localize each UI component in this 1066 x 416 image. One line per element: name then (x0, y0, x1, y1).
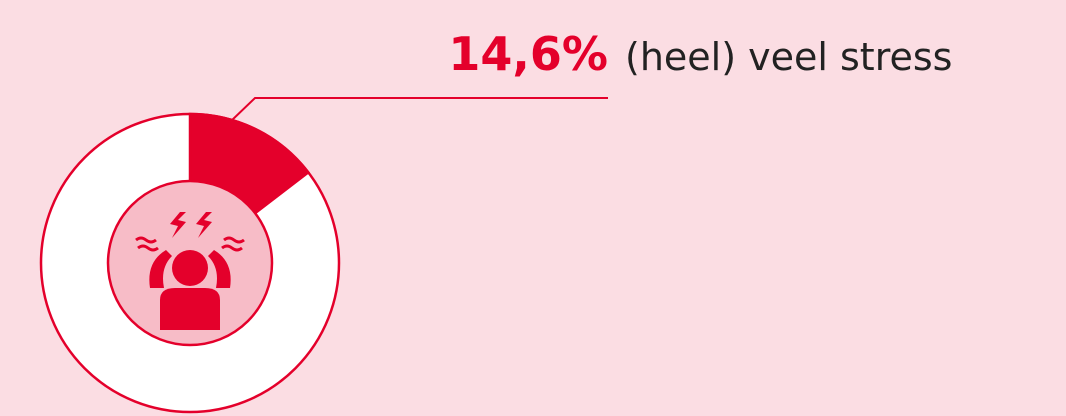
stress-icon (135, 212, 245, 330)
leader-line (229, 97, 608, 123)
value-label: 14,6% (448, 27, 608, 81)
category-label: (heel) veel stress (625, 35, 952, 79)
